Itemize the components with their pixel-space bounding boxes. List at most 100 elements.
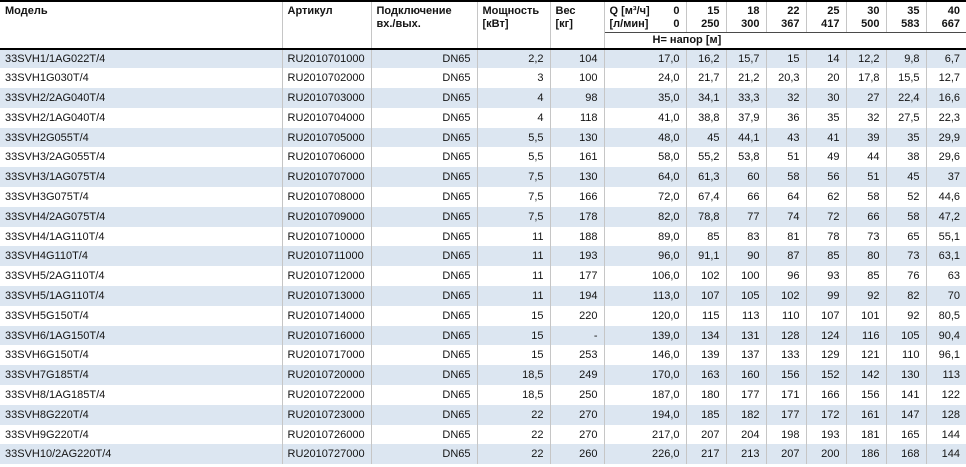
header-row-main: Модель Артикул Подключение вх./вых. Мощн… — [0, 1, 966, 50]
head-value-cell: 106,0 — [604, 266, 687, 287]
head-value-cell: 32 — [846, 107, 887, 128]
power-cell: 7,5 — [477, 206, 551, 227]
connection-cell: DN65 — [371, 127, 478, 148]
head-value-cell: 121 — [846, 345, 887, 366]
table-row: 33SVH1G030T/4 RU2010702000 DN65 3 100 24,0 21,… — [0, 68, 966, 89]
connection-cell: DN65 — [371, 286, 478, 306]
model-cell: 33SVH2/2AG040T/4 — [0, 88, 283, 108]
connection-cell: DN65 — [371, 88, 478, 108]
table-row: 33SVH8G220T/4 RU2010723000 DN65 22 270 194,0 1… — [0, 404, 966, 425]
flow-m3h: 25 — [827, 5, 840, 17]
head-value-cell: 207 — [766, 444, 807, 465]
q-lmin-label: [л/мин] — [609, 17, 649, 30]
head-value-cell: 85 — [686, 226, 727, 247]
article-cell: RU2010711000 — [282, 246, 372, 267]
connection-cell: DN65 — [371, 246, 478, 267]
power-cell: 18,5 — [477, 385, 551, 405]
flow-lmin: 250 — [701, 17, 720, 30]
head-value-cell: 200 — [806, 444, 847, 465]
article-cell: RU2010712000 — [282, 266, 372, 287]
head-value-cell: 41 — [806, 127, 847, 148]
head-value-cell: 27,5 — [886, 107, 927, 128]
model-cell: 33SVH8G220T/4 — [0, 404, 283, 425]
head-value-cell: 90,4 — [926, 325, 966, 346]
weight-cell: 161 — [550, 147, 605, 168]
head-value-cell: 139,0 — [604, 325, 687, 346]
head-value-cell: 30 — [806, 88, 847, 108]
head-value-cell: 63 — [947, 270, 960, 283]
power-cell: 15 — [477, 305, 551, 326]
header-row-head: Н= напор [м] — [0, 32, 966, 50]
head-value-cell: 166 — [806, 385, 847, 405]
head-value-cell: 217 — [686, 444, 727, 465]
head-value-cell: 163 — [686, 365, 727, 386]
table-row: 33SVH6/1AG150T/4 RU2010716000 DN65 15-139,0… — [0, 325, 966, 346]
head-value-cell: 35 — [806, 107, 847, 128]
head-value-cell: 96,1 — [938, 349, 960, 362]
power-cell: 18,5 — [477, 365, 551, 386]
weight-cell: 249 — [550, 365, 605, 386]
head-value-cell: 24,0 — [604, 68, 687, 89]
weight-cell: 104 — [550, 48, 605, 69]
flow-lmin: 583 — [901, 17, 920, 30]
head-value-cell: 78 — [806, 226, 847, 247]
article-cell: RU2010705000 — [282, 127, 372, 148]
head-value-cell: 9,8 — [886, 48, 927, 69]
col-header-flow-6: 35 583 — [886, 1, 927, 33]
head-meters-label: Н= напор [м] — [604, 32, 966, 50]
connection-cell: DN65 — [371, 404, 478, 425]
model-cell: 33SVH5/1AG110T/4 — [0, 286, 283, 306]
head-value-cell: 73 — [886, 246, 927, 267]
head-value-cell: 100 — [726, 266, 767, 287]
table-row: 33SVH5G150T/4 RU2010714000 DN65 15 220 120,0 1… — [0, 305, 966, 326]
head-value-cell: 217,0 — [604, 424, 687, 445]
weight-cell: 253 — [550, 345, 605, 366]
head-value-cell: 14 — [806, 48, 847, 69]
table-row: 33SVH8/1AG185T/4 RU2010722000 DN65 18,5 250 1… — [0, 385, 966, 405]
head-value-cell: 12,2 — [846, 48, 887, 69]
col-header-flow-zero: Q [м³/ч] 0 [л/мин] 0 — [604, 1, 687, 33]
head-value-cell: 161 — [846, 404, 887, 425]
connection-cell: DN65 — [371, 48, 478, 69]
flow-lmin: 417 — [821, 17, 840, 30]
col-header-weight-line1: Вес — [555, 5, 576, 17]
model-cell: 33SVH5/2AG110T/4 — [0, 266, 283, 287]
power-cell: 3 — [477, 68, 551, 89]
table-row: 33SVH5/2AG110T/4 RU2010712000 DN65 11 177 106… — [0, 266, 966, 287]
head-value-cell: 182 — [726, 404, 767, 425]
head-value-cell: 137 — [726, 345, 767, 366]
col-header-weight: Вес [кг] — [550, 1, 605, 50]
weight-cell: 166 — [550, 187, 605, 207]
head-value-cell: 6,7 — [926, 48, 966, 69]
head-value-cell: 17,0 — [604, 48, 687, 69]
power-cell: 11 — [477, 226, 551, 247]
head-value-cell: 52 — [886, 187, 927, 207]
head-value-cell: 64 — [766, 187, 807, 207]
model-cell: 33SVH3G075T/4 — [0, 187, 283, 207]
power-cell: 22 — [477, 424, 551, 445]
head-value-cell: 21,7 — [686, 68, 727, 89]
head-value-cell: 89,0 — [604, 226, 687, 247]
article-cell: RU2010717000 — [282, 345, 372, 366]
article-cell: RU2010713000 — [282, 286, 372, 306]
head-value-cell: 56 — [806, 167, 847, 188]
head-value-cell: 66 — [726, 187, 767, 207]
head-value-cell: 62 — [806, 187, 847, 207]
head-value-cell: 168 — [886, 444, 927, 465]
head-value-cell: 51 — [846, 167, 887, 188]
article-cell: RU2010702000 — [282, 68, 372, 89]
model-cell: 33SVH9G220T/4 — [0, 424, 283, 445]
head-value-cell: 70 — [926, 286, 966, 306]
head-value-cell: 116 — [846, 325, 887, 346]
head-value-cell: 63,1 — [926, 246, 966, 267]
power-cell: 11 — [477, 286, 551, 306]
head-value-cell: 16,2 — [686, 48, 727, 69]
table-header: Модель Артикул Подключение вх./вых. Мощн… — [0, 1, 966, 50]
head-value-cell: 91,1 — [686, 246, 727, 267]
weight-cell: 270 — [550, 424, 605, 445]
head-value-cell: 22,3 — [938, 111, 960, 124]
head-value-cell: 110 — [766, 305, 807, 326]
col-header-flow-3: 22 367 — [766, 1, 807, 33]
model-cell: 33SVH3/2AG055T/4 — [0, 147, 283, 168]
